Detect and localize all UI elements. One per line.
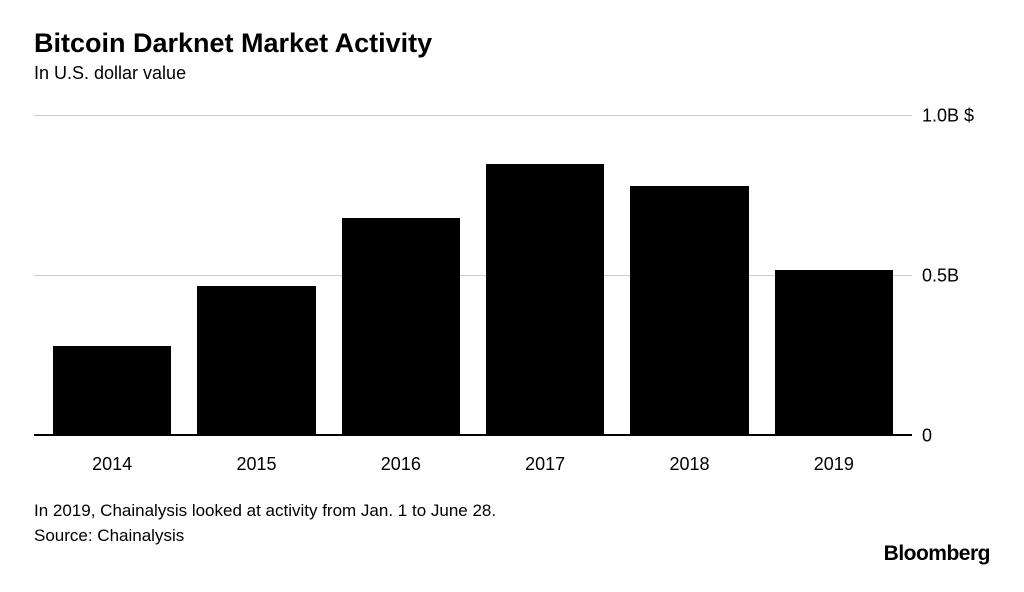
bar: [630, 186, 748, 436]
bar-slot: [184, 116, 328, 436]
footnote-line-1: In 2019, Chainalysis looked at activity …: [34, 499, 990, 524]
bar-slot: [617, 116, 761, 436]
y-axis: 00.5B1.0B $: [912, 116, 990, 436]
footnote-line-2: Source: Chainalysis: [34, 524, 990, 549]
bar-slot: [473, 116, 617, 436]
y-tick-label: 1.0B $: [922, 106, 974, 127]
x-tick-label: 2015: [184, 454, 328, 475]
x-tick-label: 2018: [617, 454, 761, 475]
y-tick-label: 0.5B: [922, 266, 959, 287]
chart-area: 00.5B1.0B $: [34, 116, 990, 436]
y-tick-label: 0: [922, 426, 932, 447]
x-axis: 201420152016201720182019: [34, 454, 912, 475]
bar: [197, 286, 315, 436]
bars-container: [34, 116, 912, 436]
bar: [342, 218, 460, 436]
plot-area: [34, 116, 912, 436]
bar-slot: [762, 116, 906, 436]
x-tick-label: 2017: [473, 454, 617, 475]
bar-slot: [329, 116, 473, 436]
bar: [53, 346, 171, 436]
x-tick-label: 2016: [329, 454, 473, 475]
bar: [486, 164, 604, 436]
x-baseline: [34, 434, 912, 436]
chart-subtitle: In U.S. dollar value: [34, 63, 990, 84]
bar: [775, 270, 893, 436]
bar-slot: [40, 116, 184, 436]
chart-title: Bitcoin Darknet Market Activity: [34, 28, 990, 59]
chart-footnote: In 2019, Chainalysis looked at activity …: [34, 499, 990, 548]
x-tick-label: 2014: [40, 454, 184, 475]
x-tick-label: 2019: [762, 454, 906, 475]
brand-label: Bloomberg: [884, 542, 990, 566]
